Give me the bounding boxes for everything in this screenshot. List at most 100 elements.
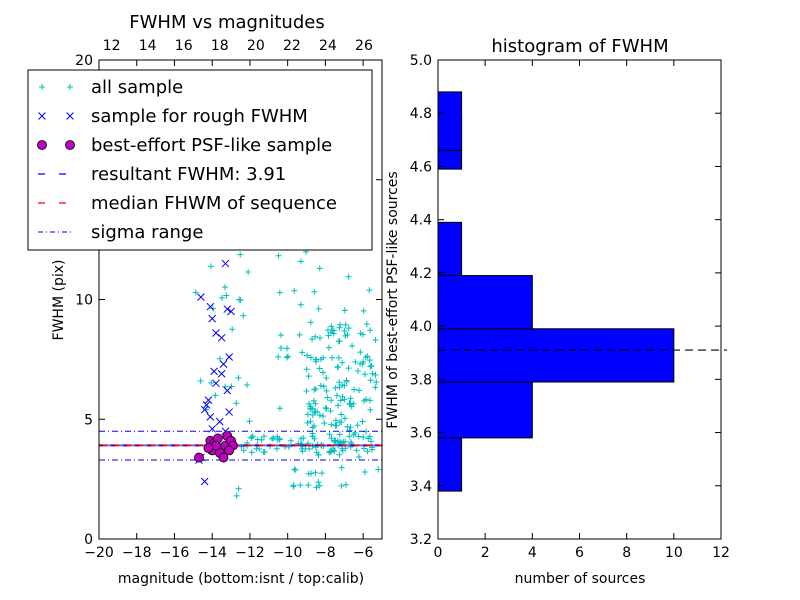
histogram-bar [437,275,533,330]
all-sample-point [364,353,371,360]
x-tick-label: 12 [712,545,730,561]
rough-fwhm-point [223,386,232,395]
y-tick-label: 5 [84,412,93,428]
all-sample-point [341,327,348,334]
all-sample-point [349,342,356,349]
all-sample-point [317,334,324,341]
all-sample-point [352,359,359,366]
all-sample-point [336,384,343,391]
all-sample-point [218,294,225,301]
all-sample-point [311,422,318,429]
all-sample-point [322,404,329,411]
all-sample-point [338,411,345,418]
y-tick-label: 3.8 [410,372,432,388]
all-sample-point [316,365,323,372]
all-sample-point [372,384,379,391]
all-sample-point [283,354,290,361]
legend-label: sample for rough FWHM [91,106,308,127]
all-sample-point [316,412,323,419]
all-sample-point [336,431,343,438]
all-sample-point [192,289,199,296]
all-sample-point [197,377,204,384]
all-sample-point [332,417,339,424]
all-sample-point [273,445,280,452]
all-sample-point [306,400,313,407]
all-sample-point [249,433,256,440]
legend-label: best-effort PSF-like sample [91,135,332,156]
all-sample-point [236,296,243,303]
all-sample-point [325,332,332,339]
rough-fwhm-point [215,417,224,426]
all-sample-point [364,448,371,455]
all-sample-point [309,424,316,431]
legend-entry: sigma range [38,222,203,243]
all-sample-point [275,353,282,360]
all-sample-point [333,392,340,399]
all-sample-point [315,479,322,486]
all-sample-point [269,435,276,442]
all-sample-point [303,388,310,395]
all-sample-point [237,251,244,258]
all-sample-point [270,434,277,441]
all-sample-point [361,469,368,476]
rough-fwhm-point [206,413,215,421]
all-sample-point [276,435,283,442]
all-sample-point [303,366,310,373]
all-sample-point [229,326,236,333]
all-sample-point [336,419,343,426]
all-sample-point [312,333,319,340]
all-sample-point [315,305,322,312]
legend-x-marker [38,112,46,120]
legend-plus-marker [39,84,45,90]
rough-fwhm-point [200,477,209,486]
all-sample-point [336,338,343,345]
all-sample-point [275,252,282,259]
all-sample-point [237,297,244,304]
all-sample-point [245,269,252,276]
all-sample-point [248,449,255,456]
top-x-tick-label: 26 [355,38,373,54]
legend-circle-marker [65,140,75,150]
all-sample-point [244,382,251,389]
legend-box [27,69,373,251]
all-sample-point [372,337,379,344]
legend-entry: all sample [39,77,183,98]
rough-fwhm-point [217,333,226,342]
rough-fwhm-point [208,424,217,433]
all-sample-point [318,470,325,477]
all-sample-point [350,400,357,407]
all-sample-point [328,421,335,428]
all-sample-point [375,466,382,473]
x-tick-label: 0 [434,545,443,561]
all-sample-point [316,265,323,272]
all-sample-point [208,379,215,386]
x-tick-label: 8 [622,545,631,561]
all-sample-point [344,331,351,338]
all-sample-point [221,284,228,291]
all-sample-point [256,446,263,453]
rough-fwhm-point [217,369,226,378]
all-sample-point [209,305,216,312]
left-chart-title: FWHM vs magnitudes [129,12,324,33]
histogram-bar [437,437,463,492]
all-sample-point [336,451,343,458]
all-sample-point [342,415,349,422]
all-sample-point [284,353,291,360]
all-sample-point [311,288,318,295]
x-tick-label: 4 [528,545,537,561]
all-sample-point [338,482,345,489]
all-sample-point [360,434,367,441]
all-sample-point [347,395,354,402]
legend-entry: sample for rough FWHM [38,106,308,127]
all-sample-point [277,344,284,351]
all-sample-point [320,383,327,390]
all-sample-point [327,407,334,414]
all-sample-point [363,396,370,403]
all-sample-point [336,324,343,331]
legend-label: resultant FWHM: 3.91 [91,164,286,185]
legend: all sample sample for rough FWHM best-effo… [27,69,373,251]
all-sample-point [357,360,364,367]
all-sample-point [327,448,334,455]
y-tick-label: 5.0 [410,53,432,69]
